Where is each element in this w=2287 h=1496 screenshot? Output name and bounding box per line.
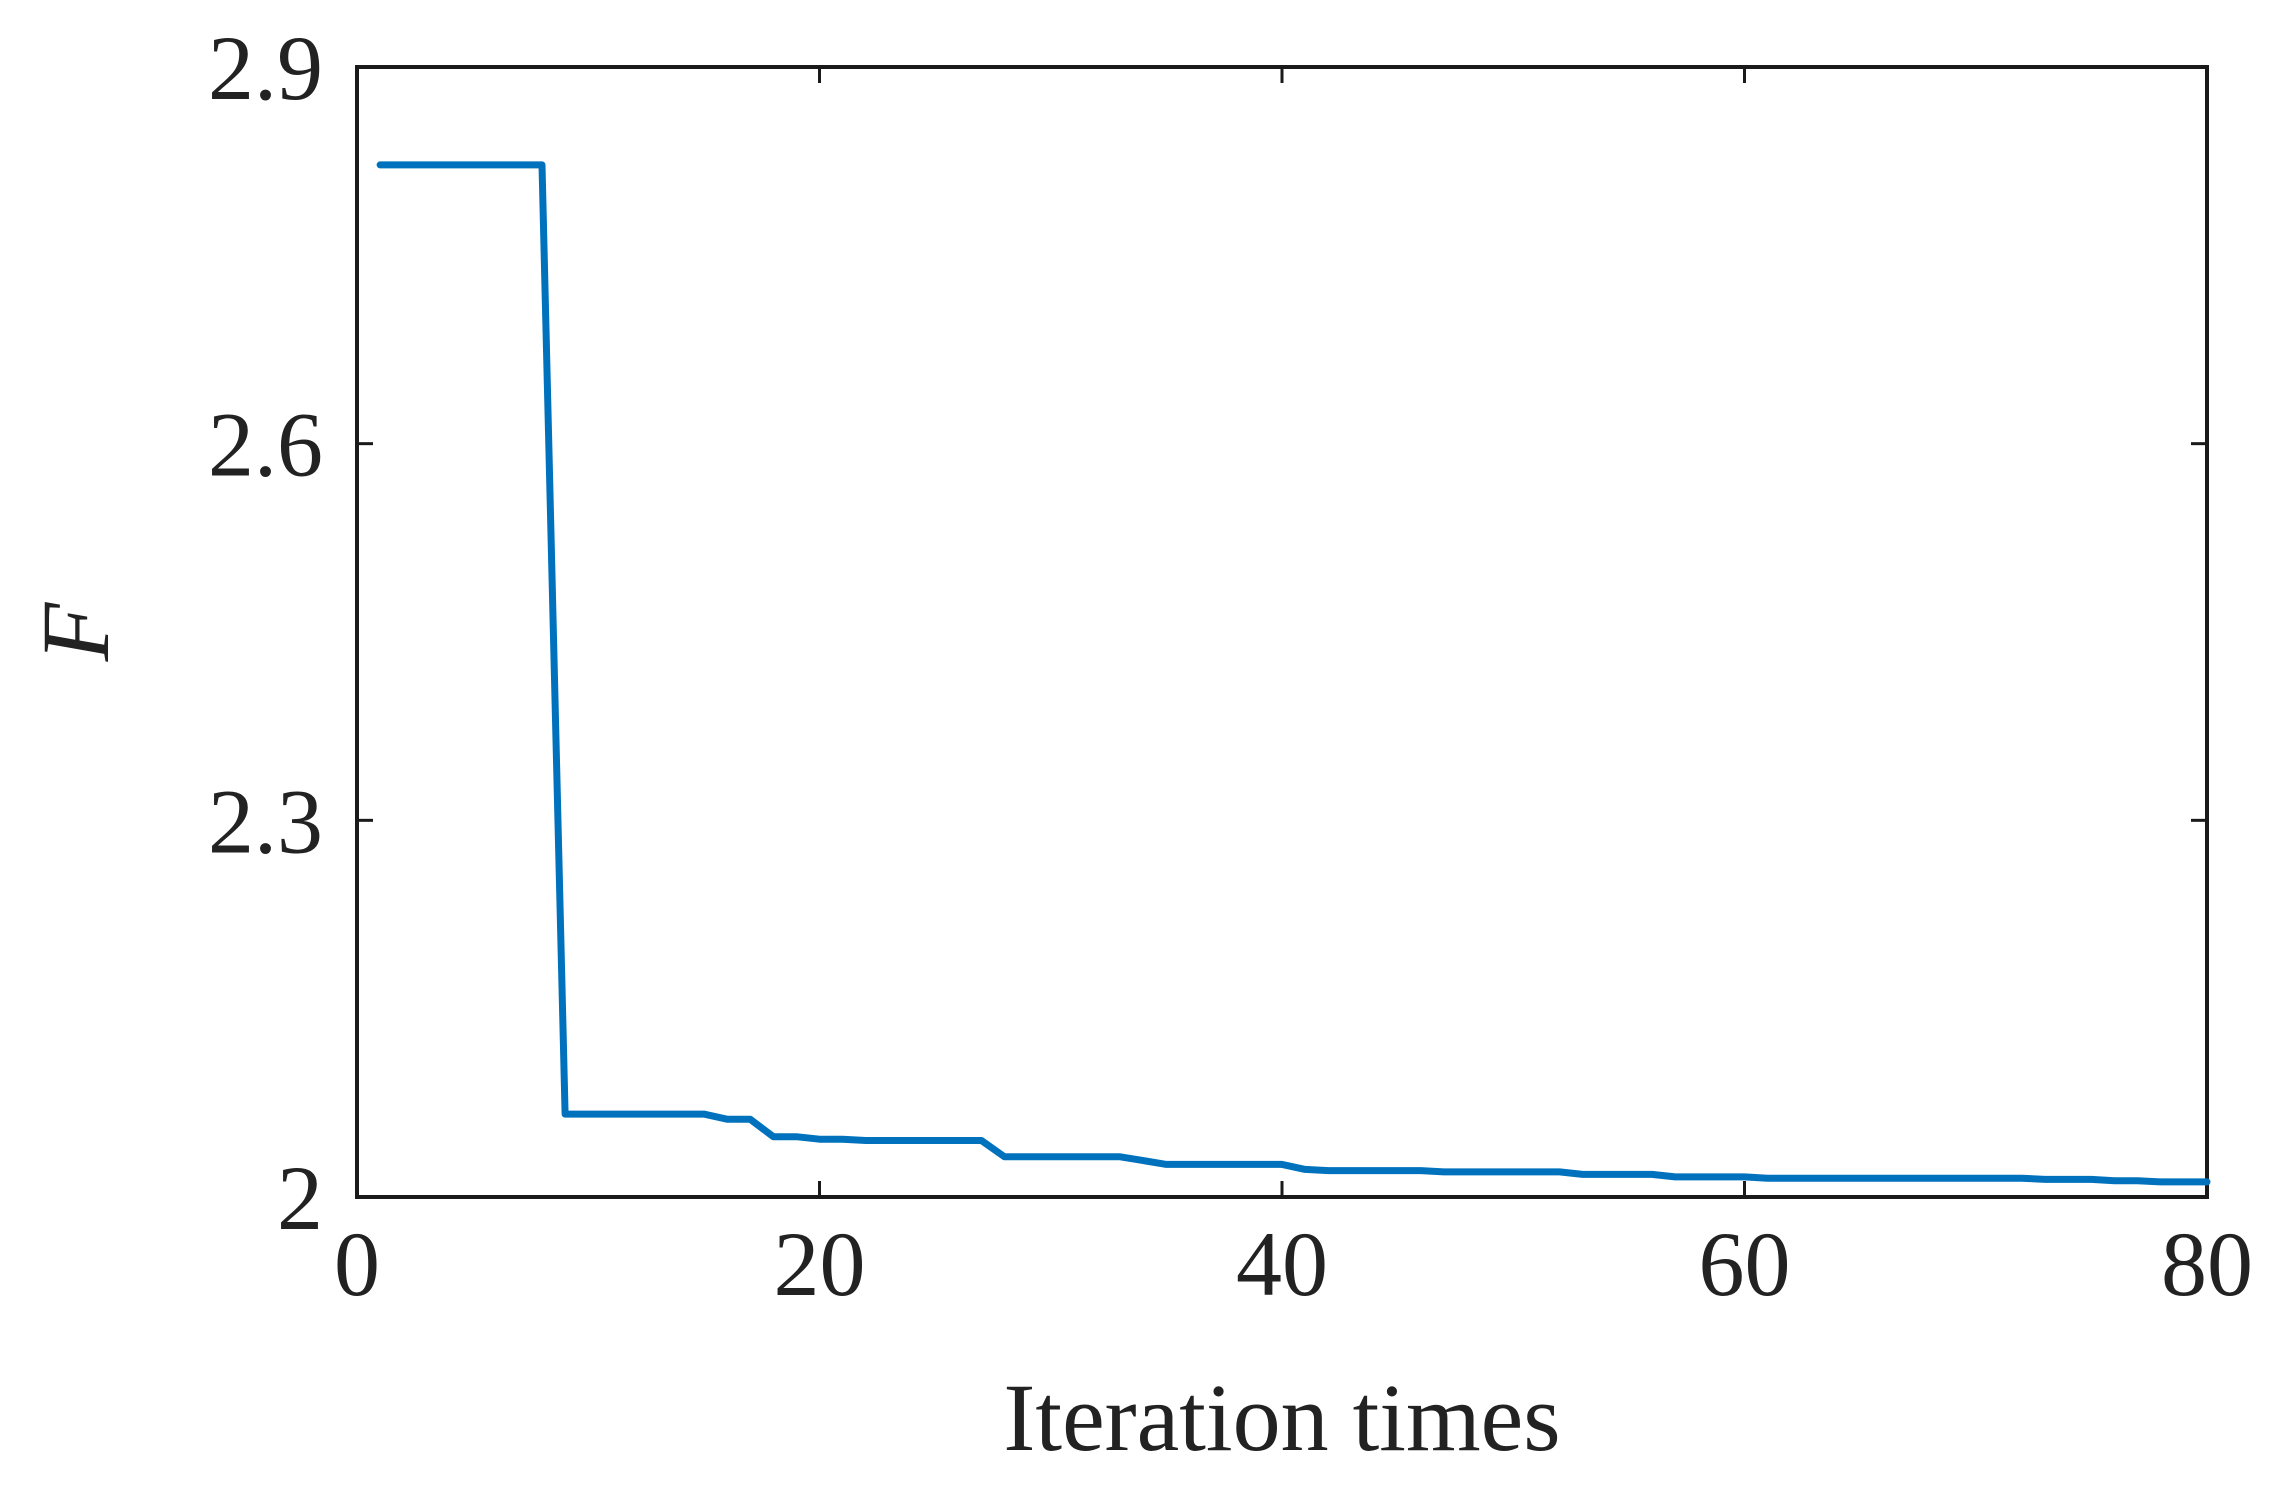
y-axis-ticks <box>357 65 2207 1199</box>
x-tick-label: 60 <box>1699 1213 1791 1315</box>
axes-box <box>355 65 2209 1199</box>
x-axis-ticks <box>355 67 2209 1197</box>
y-axis-label: F <box>22 601 129 662</box>
y-tick-label: 2.3 <box>208 770 323 872</box>
y-tick-label: 2.9 <box>208 17 323 119</box>
series-line <box>376 161 2211 1186</box>
x-axis-label: Iteration times <box>1003 1364 1560 1471</box>
x-tick-label: 40 <box>1236 1213 1328 1315</box>
x-tick-label: 80 <box>2161 1213 2253 1315</box>
y-tick-label: 2.6 <box>208 394 323 496</box>
x-tick-label: 0 <box>334 1213 380 1315</box>
x-axis-tick-labels: 0 20 40 60 80 <box>334 1213 2253 1315</box>
y-tick-label: 2 <box>277 1147 323 1249</box>
x-tick-label: 20 <box>774 1213 866 1315</box>
plot-area <box>355 65 2211 1199</box>
series-layer <box>376 161 2211 1186</box>
y-axis-tick-labels: 2 2.3 2.6 2.9 <box>208 17 323 1249</box>
